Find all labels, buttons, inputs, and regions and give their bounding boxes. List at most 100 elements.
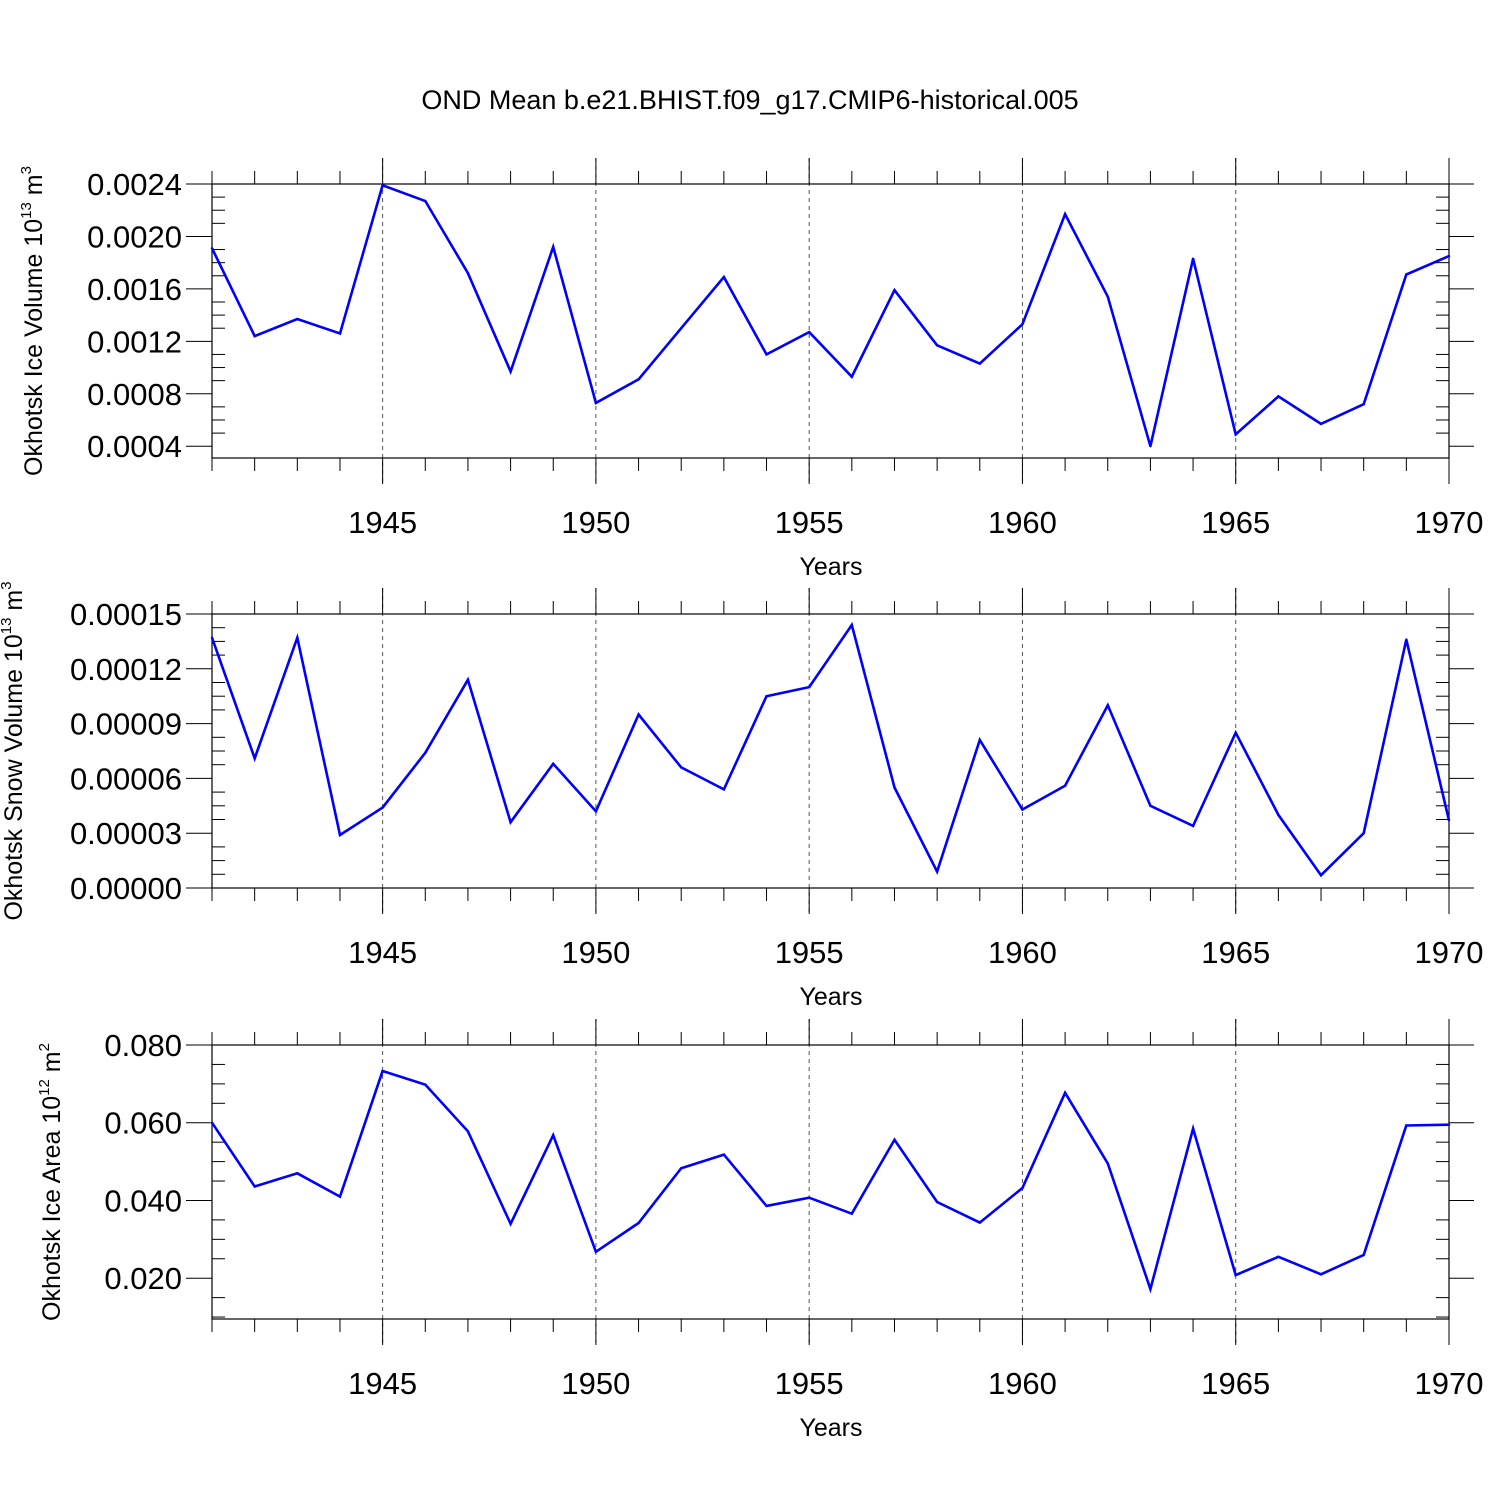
chart-panel-2: 0.00000 0.00003 0.00006 0.00009 0.00012 0.000… bbox=[0, 581, 1483, 1011]
data-point bbox=[1191, 824, 1195, 828]
x-axis-title: Years bbox=[799, 553, 862, 581]
data-point bbox=[1234, 433, 1237, 436]
data-point bbox=[509, 370, 512, 373]
y-tick-label: 0.0016 bbox=[87, 272, 182, 307]
chart-panels: 0.0004 0.0008 0.0012 0.0016 0.0020 0.0024 1945… bbox=[0, 158, 1483, 1442]
y-axis-title-exponent: 13 bbox=[0, 618, 15, 635]
data-point bbox=[850, 623, 854, 627]
data-point bbox=[1405, 638, 1408, 641]
data-point bbox=[765, 695, 768, 698]
y-tick-label: 0.060 bbox=[104, 1106, 182, 1141]
data-point bbox=[1362, 403, 1365, 406]
x-tick-label: 1965 bbox=[1201, 1366, 1270, 1401]
data-point bbox=[893, 786, 896, 789]
data-point bbox=[296, 1172, 299, 1175]
y-axis-title-main: Okhotsk Ice Area 10 bbox=[38, 1096, 66, 1321]
plot-frame bbox=[211, 1044, 1450, 1320]
data-point bbox=[594, 401, 598, 405]
data-point bbox=[594, 1250, 598, 1253]
series-line bbox=[210, 621, 1451, 878]
data-point bbox=[680, 1167, 683, 1170]
y-tick-label: 0.00009 bbox=[70, 707, 182, 742]
y-tick-label: 0.00012 bbox=[70, 652, 182, 687]
y-axis-title-exponent: 13 bbox=[18, 202, 35, 219]
data-point bbox=[1405, 273, 1408, 276]
x-tick-label: 1950 bbox=[561, 1366, 630, 1401]
y-axis-title-unit: m bbox=[38, 1051, 66, 1079]
data-point bbox=[1106, 295, 1109, 298]
data-point bbox=[552, 1133, 555, 1137]
y-tick-label: 0.00006 bbox=[70, 761, 182, 796]
data-point bbox=[680, 766, 683, 769]
data-point bbox=[680, 327, 683, 330]
data-point bbox=[296, 636, 299, 639]
data-point bbox=[1021, 808, 1024, 811]
data-point bbox=[381, 184, 384, 187]
data-point bbox=[1021, 323, 1024, 326]
data-point bbox=[338, 833, 342, 837]
y-tick-label: 0.040 bbox=[104, 1183, 182, 1218]
x-tick-label: 1945 bbox=[348, 505, 417, 540]
x-tick-label: 1965 bbox=[1201, 505, 1270, 540]
data-point bbox=[1191, 257, 1195, 260]
data-point bbox=[637, 378, 640, 381]
data-point bbox=[1362, 832, 1365, 835]
plot-frame bbox=[211, 183, 1450, 459]
data-point bbox=[893, 1138, 896, 1142]
y-axis-title: Okhotsk Ice Volume 1013 m3 bbox=[18, 166, 48, 476]
data-point bbox=[1234, 731, 1237, 734]
data-point bbox=[296, 317, 299, 321]
data-point bbox=[210, 1121, 214, 1124]
data-point bbox=[338, 332, 342, 335]
y-tick-label: 0.020 bbox=[104, 1261, 182, 1296]
data-point bbox=[1277, 395, 1280, 398]
data-point bbox=[466, 271, 470, 275]
data-point bbox=[807, 1196, 811, 1199]
data-point bbox=[424, 199, 427, 203]
plot-frame bbox=[211, 613, 1450, 889]
y-axis-title-unit: m bbox=[0, 590, 28, 618]
y-axis-title-unit-exponent: 2 bbox=[36, 1043, 53, 1051]
x-axis-title: Years bbox=[799, 1414, 862, 1442]
data-point bbox=[978, 738, 981, 742]
x-tick-label: 1965 bbox=[1201, 935, 1270, 970]
y-axis-title-unit-exponent: 3 bbox=[0, 581, 15, 589]
data-point bbox=[637, 713, 640, 716]
data-point bbox=[381, 1069, 384, 1073]
chart-panel-3: 0.020 0.040 0.060 0.080 1945 1950 1955 1960 1965… bbox=[36, 1019, 1483, 1442]
x-tick-label: 1960 bbox=[988, 1366, 1057, 1401]
data-point bbox=[765, 353, 768, 356]
data-point bbox=[338, 1195, 342, 1198]
data-point bbox=[850, 1212, 854, 1215]
x-tick-label: 1955 bbox=[775, 505, 844, 540]
data-point bbox=[722, 1153, 726, 1156]
data-point bbox=[381, 806, 384, 809]
data-point bbox=[1319, 874, 1323, 877]
x-tick-label: 1945 bbox=[348, 935, 417, 970]
data-point bbox=[253, 334, 256, 338]
data-point bbox=[637, 1221, 640, 1225]
x-tick-label: 1950 bbox=[561, 505, 630, 540]
data-point bbox=[1447, 819, 1451, 822]
data-point bbox=[210, 247, 214, 250]
data-point bbox=[552, 245, 555, 249]
y-tick-label: 0.00000 bbox=[70, 871, 182, 906]
data-point bbox=[1362, 1253, 1365, 1257]
data-point bbox=[424, 751, 427, 755]
y-axis-title: Okhotsk Ice Area 1012 m2 bbox=[36, 1043, 66, 1321]
data-point bbox=[1063, 784, 1067, 787]
data-point bbox=[1149, 804, 1152, 807]
data-point bbox=[807, 685, 811, 689]
series-line bbox=[210, 183, 1450, 447]
data-point bbox=[1277, 1255, 1280, 1259]
y-tick-label: 0.0020 bbox=[87, 219, 182, 254]
data-point bbox=[1149, 445, 1152, 448]
data-point bbox=[1106, 1162, 1109, 1165]
data-point bbox=[1447, 254, 1451, 258]
data-point bbox=[1319, 422, 1323, 426]
data-point bbox=[807, 330, 811, 334]
chart-panel-1: 0.0004 0.0008 0.0012 0.0016 0.0020 0.0024 1945… bbox=[18, 158, 1483, 581]
data-point bbox=[1149, 1287, 1152, 1291]
chart-title: OND Mean b.e21.BHIST.f09_g17.CMIP6-histo… bbox=[421, 85, 1078, 115]
